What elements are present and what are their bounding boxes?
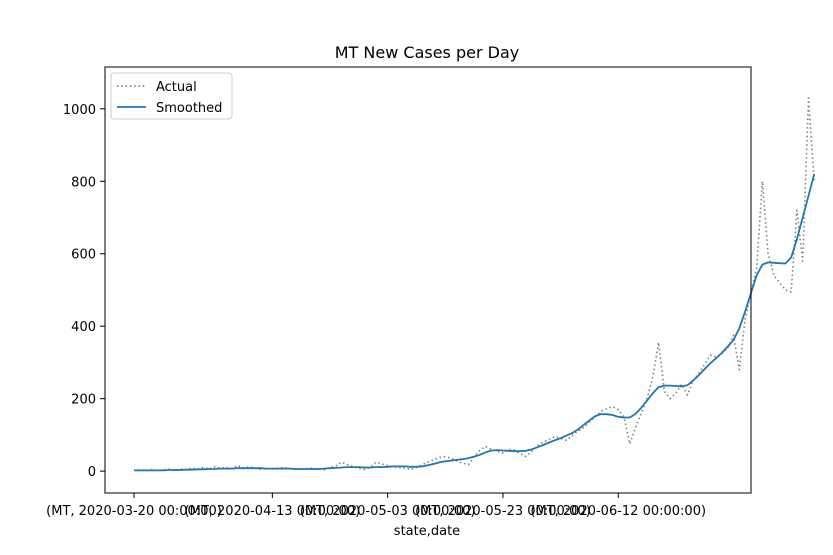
x-tick-label: (MT, 2020-04-13 00:00:00): [185, 504, 361, 519]
x-axis-ticks: (MT, 2020-03-20 00:00:00)(MT, 2020-04-13…: [46, 493, 706, 519]
x-tick-label: (MT, 2020-05-03 00:00:00): [300, 504, 476, 519]
y-tick-label: 600: [71, 248, 96, 263]
series-line-smoothed: [134, 173, 816, 472]
series-line-actual: [133, 97, 815, 472]
y-tick-label: 400: [71, 320, 96, 335]
x-tick-label: (MT, 2020-03-20 00:00:00): [46, 504, 222, 519]
chart-title: MT New Cases per Day: [335, 43, 519, 62]
y-tick-label: 200: [71, 393, 96, 408]
y-tick-label: 800: [71, 175, 96, 190]
legend-label: Actual: [156, 80, 197, 95]
plot-frame: [104, 66, 752, 494]
legend: Actual Smoothed: [110, 72, 233, 120]
legend-label: Smoothed: [156, 101, 222, 116]
y-tick-label: 0: [88, 465, 96, 480]
series-layer: [133, 97, 816, 472]
x-tick-label: (MT, 2020-05-23 00:00:00): [415, 504, 591, 519]
x-axis-label: state,date: [394, 524, 460, 539]
x-tick-label: (MT, 2020-06-12 00:00:00): [530, 504, 706, 519]
y-tick-label: 1000: [63, 103, 96, 118]
y-axis-ticks: 0 200 400 600 800 1000: [63, 103, 105, 480]
